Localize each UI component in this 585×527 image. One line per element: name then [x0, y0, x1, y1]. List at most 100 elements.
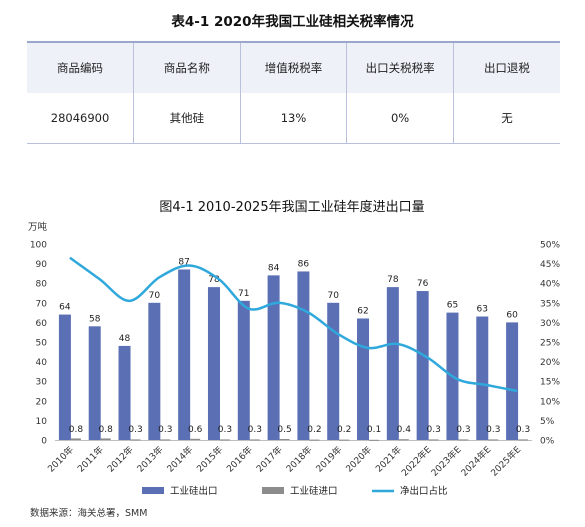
right-axis-tick-label: 15% [540, 378, 560, 388]
export-value-label: 58 [89, 314, 101, 324]
legend-label-export: 工业硅出口 [170, 485, 218, 497]
x-axis-tick-label: 2011年 [75, 444, 106, 475]
export-value-label: 84 [268, 263, 280, 273]
net-export-ratio-line [69, 256, 518, 393]
import-value-label: 0.3 [486, 425, 500, 435]
x-axis-tick-label: 2020年 [343, 444, 374, 475]
right-axis-tick-label: 10% [540, 397, 560, 407]
export-bar [178, 269, 191, 440]
import-bar [398, 439, 409, 441]
import-bar [428, 439, 439, 441]
import-bar [518, 439, 529, 441]
x-axis-tick-label: 2023年E [429, 443, 464, 478]
left-axis-tick-label: 100 [30, 241, 47, 251]
x-axis-tick-label: 2025年E [488, 443, 523, 478]
export-value-label: 78 [387, 275, 399, 285]
x-axis-tick-label: 2012年 [105, 444, 136, 475]
legend-swatch-import [262, 487, 284, 494]
left-axis-tick-label: 70 [36, 299, 48, 309]
legend-label-import: 工业硅进口 [290, 485, 338, 497]
import-value-label: 0.1 [367, 425, 381, 435]
left-axis-tick-label: 30 [36, 378, 48, 388]
x-axis-tick-label: 2018年 [283, 444, 314, 475]
x-axis-tick-label: 2022年E [399, 443, 434, 478]
right-axis-tick-label: 30% [540, 319, 560, 329]
export-value-label: 65 [447, 301, 458, 311]
left-axis-tick-label: 0 [41, 437, 47, 447]
bar-series: 64 0.8 58 0.8 48 0.3 70 0.3 87 0.6 78 0.3 71 0.3 84 0.5… [55, 257, 532, 441]
export-bar [297, 271, 310, 440]
import-bar [249, 439, 260, 441]
table-cell: 无 [452, 93, 560, 144]
export-value-label: 86 [298, 259, 310, 269]
x-axis-tick-label: 2013年 [134, 444, 165, 475]
import-value-label: 0.6 [188, 425, 203, 435]
right-axis-tick-label: 45% [540, 260, 560, 270]
x-axis-tick-label: 2010年 [45, 444, 76, 475]
import-bar [160, 439, 171, 441]
y-axis-unit-label: 万吨 [28, 221, 48, 233]
export-bar [506, 322, 519, 440]
import-value-label: 0.3 [218, 425, 232, 435]
left-axis-tick-label: 90 [36, 260, 48, 270]
export-value-label: 78 [208, 275, 220, 285]
table-header-row: 商品编码 商品名称 增值税税率 出口关税税率 出口退税 [27, 41, 560, 93]
import-value-label: 0.8 [69, 425, 84, 435]
legend-swatch-export [142, 487, 164, 494]
import-bar [488, 439, 499, 441]
data-source-note: 数据来源：海关总署，SMM [30, 508, 148, 519]
left-axis-tick-label: 60 [36, 319, 48, 329]
import-value-label: 0.2 [337, 425, 351, 435]
right-axis-tick-label: 25% [540, 339, 560, 349]
export-bar [267, 275, 280, 440]
line-series [69, 256, 518, 393]
right-axis-tick-label: 40% [540, 280, 560, 290]
export-value-label: 71 [238, 289, 249, 299]
export-bar [88, 326, 101, 440]
left-axis-tick-label: 20 [36, 397, 48, 407]
export-bar [357, 318, 370, 440]
export-value-label: 48 [119, 334, 131, 344]
x-axis-tick-label: 2021年 [373, 444, 404, 475]
import-bar [190, 438, 201, 440]
left-axis-tick-label: 50 [36, 339, 48, 349]
right-axis-tick-label: 35% [540, 299, 560, 309]
export-bar [237, 300, 250, 440]
chart-legend: 工业硅出口 工业硅进口 净出口占比 [142, 485, 448, 497]
table-row: 28046900 其他硅 13% 0% 无 [27, 93, 560, 144]
import-bar [70, 438, 81, 440]
chart-title: 图4-1 2010-2025年我国工业硅年度进出口量 [159, 199, 424, 215]
import-value-label: 0.3 [128, 425, 142, 435]
export-value-label: 63 [477, 305, 488, 315]
export-bar [327, 302, 340, 440]
import-value-label: 0.3 [516, 425, 530, 435]
export-bar [118, 345, 131, 440]
export-value-label: 62 [357, 306, 368, 316]
import-bar [339, 439, 350, 441]
left-axis-ticks: 0 10 20 30 40 50 60 70 80 90 100 [30, 241, 47, 447]
right-axis-tick-label: 20% [540, 358, 560, 368]
export-bar [416, 291, 429, 440]
x-axis-tick-label: 2019年 [313, 444, 344, 475]
right-axis-tick-label: 50% [540, 241, 560, 251]
table-title: 表4-1 2020年我国工业硅相关税率情况 [171, 14, 414, 30]
import-value-label: 0.5 [277, 425, 291, 435]
x-axis-tick-label: 2015年 [194, 444, 225, 475]
table-cell: 28046900 [27, 93, 135, 144]
header-cell: 商品编码 [27, 41, 135, 93]
import-value-label: 0.3 [158, 425, 172, 435]
tax-rate-table: 商品编码 商品名称 增值税税率 出口关税税率 出口退税 28046900 其他硅… [27, 41, 560, 144]
export-value-label: 64 [59, 303, 71, 313]
left-axis-tick-label: 80 [36, 280, 48, 290]
import-value-label: 0.8 [99, 425, 114, 435]
import-bar [100, 438, 111, 440]
header-cell: 增值税税率 [239, 41, 348, 93]
table-cell: 0% [346, 93, 454, 144]
right-axis-tick-label: 0% [540, 437, 555, 447]
export-value-label: 76 [417, 279, 429, 289]
import-bar [369, 439, 380, 441]
export-bar [476, 316, 489, 440]
header-cell: 出口关税税率 [346, 41, 454, 93]
x-axis-tick-label: 2014年 [164, 444, 195, 475]
export-bar [148, 302, 161, 440]
